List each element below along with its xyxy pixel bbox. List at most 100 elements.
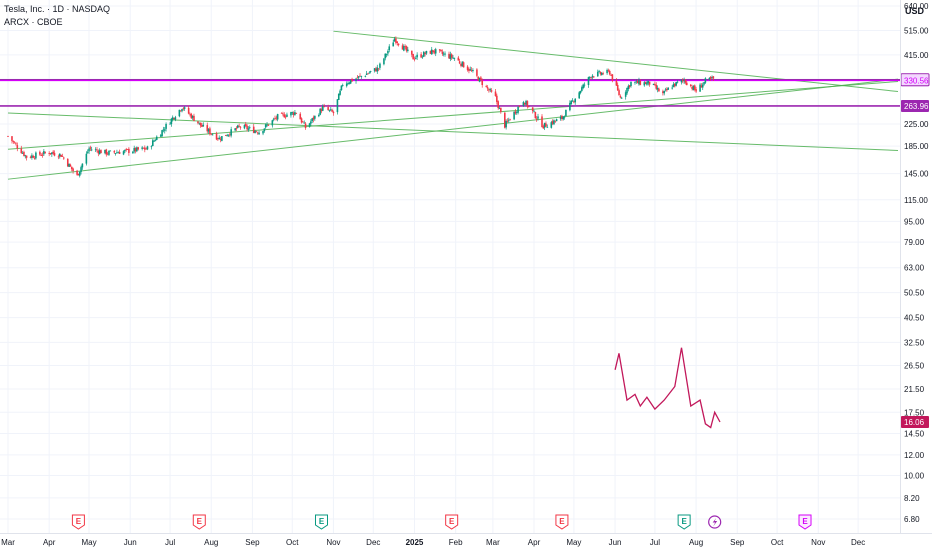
candle-body <box>680 79 683 83</box>
candle-body <box>295 112 298 114</box>
candle-body <box>692 86 695 90</box>
candle-body <box>607 70 610 72</box>
candle-body <box>134 147 137 152</box>
candle-body <box>266 124 268 126</box>
candle-body <box>211 134 214 136</box>
candle-body <box>225 134 227 136</box>
candle-body <box>210 133 213 135</box>
candle-body <box>109 150 112 152</box>
candle-body <box>96 149 98 151</box>
y-tick-label: 50.50 <box>904 289 925 298</box>
candle-body <box>252 126 255 133</box>
candle-body <box>39 151 41 155</box>
currency-label[interactable]: USD <box>905 6 925 16</box>
candle-body <box>90 149 93 151</box>
candle-body <box>477 76 480 81</box>
candle-body <box>700 85 703 88</box>
candle-body <box>25 155 28 158</box>
candle-body <box>545 123 547 127</box>
candle-body <box>182 108 185 110</box>
candle-body <box>368 72 371 74</box>
candle-body <box>425 50 428 54</box>
candle-body <box>674 83 676 87</box>
candle-body <box>693 85 696 90</box>
candle-body <box>322 106 324 111</box>
candle-body <box>68 163 70 168</box>
candle-body <box>235 127 238 129</box>
candle-body <box>573 101 575 103</box>
y-tick-label: 32.50 <box>904 338 925 347</box>
candle-body <box>472 70 474 72</box>
candle-body <box>590 77 592 79</box>
earnings-marker <box>71 514 85 530</box>
candle-body <box>174 117 177 120</box>
symbol-title[interactable]: Tesla, Inc. · 1D · NASDAQ <box>4 4 111 14</box>
x-tick-label: Apr <box>43 538 56 547</box>
candle-body <box>114 153 117 154</box>
candle-body <box>294 112 296 115</box>
candle-body <box>369 71 372 72</box>
candle-body <box>441 51 444 54</box>
candle-body <box>664 89 667 91</box>
candle-body <box>488 89 490 91</box>
candle-body <box>80 167 82 172</box>
y-tick-label: 12.00 <box>904 451 925 460</box>
candle-body <box>449 54 452 59</box>
candle-body <box>655 84 658 89</box>
candle-body <box>206 125 209 132</box>
candle-body <box>229 134 231 136</box>
candle-body <box>458 61 461 64</box>
candle-body <box>504 112 506 128</box>
candle-body <box>497 101 499 109</box>
y-tick-label: 8.20 <box>904 494 920 503</box>
candle-body <box>291 112 294 114</box>
candle-body <box>411 50 413 55</box>
candle-body <box>559 116 562 119</box>
earnings-label: E <box>449 517 455 526</box>
candle-body <box>593 76 595 78</box>
candle-body <box>675 81 677 86</box>
overlay-title[interactable]: ARCX · CBOE <box>4 17 63 27</box>
candle-body <box>15 143 17 145</box>
candle-body <box>262 131 264 134</box>
candle-body <box>634 81 636 83</box>
candle-body <box>712 76 715 79</box>
candle-body <box>373 68 376 71</box>
candle-body <box>41 154 44 156</box>
candle-body <box>310 121 312 124</box>
candle-body <box>711 77 713 79</box>
candle-body <box>638 80 640 85</box>
y-tick-label: 185.00 <box>904 142 929 151</box>
candle-body <box>526 101 529 107</box>
candle-body <box>387 50 389 54</box>
candle-body <box>531 107 534 112</box>
candle-body <box>60 154 62 157</box>
x-tick-label: Aug <box>689 538 703 547</box>
earnings-marker <box>314 514 328 530</box>
y-tick-label: 26.50 <box>904 361 925 370</box>
candle-body <box>173 117 175 120</box>
candle-body <box>179 110 182 112</box>
candle-body <box>376 67 379 72</box>
candle-body <box>94 149 97 151</box>
earnings-label: E <box>802 517 808 526</box>
candle-body <box>615 80 618 86</box>
candle-body <box>198 122 201 124</box>
overlay-last-badge-bg <box>901 415 929 428</box>
candle-body <box>626 87 628 94</box>
candle-body <box>396 41 399 44</box>
candle-body <box>513 111 515 120</box>
candle-body <box>416 54 418 58</box>
candle-body <box>48 153 50 154</box>
candle-body <box>450 54 453 58</box>
candle-body <box>132 151 134 154</box>
candle-body <box>227 134 230 136</box>
x-tick-label: Nov <box>326 538 340 547</box>
candle-body <box>647 80 650 84</box>
candle-body <box>98 150 101 155</box>
candle-body <box>116 152 118 154</box>
candle-body <box>255 131 258 133</box>
candle-body <box>155 136 158 140</box>
